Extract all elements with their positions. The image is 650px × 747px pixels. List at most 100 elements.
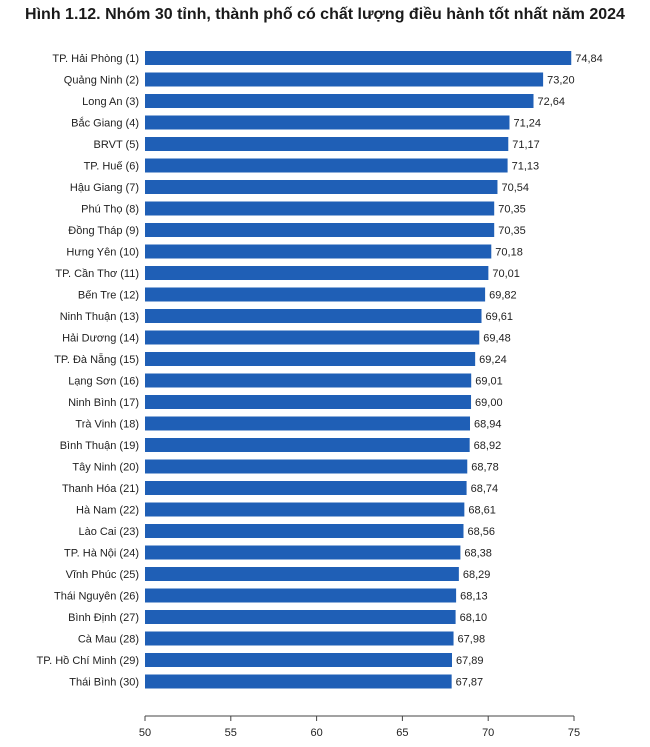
data-label: 68,94 [474,419,502,431]
bar [145,588,457,603]
category-label: TP. Hồ Chí Minh (29) [36,655,139,667]
bar [145,244,492,259]
x-tick-label: 70 [482,727,494,739]
data-label: 68,38 [464,548,492,560]
category-label: TP. Đà Nẵng (15) [54,353,139,366]
bar [145,545,461,560]
bar [145,373,472,388]
category-label: Quảng Ninh (2) [64,75,139,87]
category-label: Long An (3) [82,96,139,108]
data-label: 70,18 [495,247,523,259]
category-label: Thái Nguyên (26) [54,591,139,603]
category-label: Hưng Yên (10) [66,247,139,259]
bar [145,94,534,108]
category-label: Tây Ninh (20) [72,462,139,474]
bar [145,201,495,216]
category-label: Bình Thuận (19) [60,440,139,452]
category-label: Bến Tre (12) [78,290,139,302]
category-label: Thanh Hóa (21) [62,483,139,495]
bar [145,416,471,431]
bar [145,352,476,366]
category-label: Cà Mau (28) [78,634,139,646]
bar [145,309,482,323]
data-label: 68,78 [471,462,499,474]
category-label: Ninh Thuận (13) [60,311,139,323]
category-label: Bình Định (27) [68,612,139,624]
category-label: TP. Hải Phòng (1) [52,53,139,65]
category-label: Hải Dương (14) [62,333,139,345]
data-label: 71,24 [513,118,541,130]
category-label: Thái Bình (30) [69,677,139,689]
bar [145,287,486,302]
data-label: 71,13 [512,161,540,173]
bar [145,567,459,581]
data-label: 68,61 [468,505,496,517]
category-label: TP. Hà Nội (24) [64,548,139,560]
bar [145,653,452,667]
data-label: 67,98 [458,634,486,646]
x-tick-label: 75 [568,727,580,739]
data-label: 68,29 [463,569,491,581]
data-label: 68,74 [471,483,499,495]
data-label: 69,01 [475,376,503,388]
bar [145,158,508,173]
bar [145,524,464,538]
category-label: Đồng Tháp (9) [68,225,139,237]
bars-layer: TP. Hải Phòng (1) 74,84 Quảng Ninh (2) 73,2… [36,51,603,689]
x-tick-label: 60 [310,727,322,739]
x-axis: 50 55 60 65 70 75 [139,715,580,739]
data-label: 69,24 [479,354,507,366]
data-label: 69,61 [486,311,514,323]
bar [145,180,498,194]
chart-title: Hình 1.12. Nhóm 30 tỉnh, thành phố có ch… [25,6,625,23]
category-label: Ninh Bình (17) [68,397,139,409]
data-label: 68,13 [460,591,488,603]
data-label: 69,48 [483,333,511,345]
category-label: TP. Huế (6) [84,161,139,173]
bar [145,115,510,130]
data-label: 67,87 [456,677,484,689]
data-label: 67,89 [456,655,484,667]
bar [145,502,465,517]
bar [145,610,456,624]
data-label: 70,35 [498,225,526,237]
category-label: Vĩnh Phúc (25) [66,569,139,581]
data-label: 74,84 [575,53,603,65]
data-label: 71,17 [512,139,540,151]
bar [145,223,495,237]
category-label: Lào Cai (23) [78,526,139,538]
bar [145,137,509,151]
bar [145,266,489,280]
category-label: Hậu Giang (7) [70,182,139,194]
data-label: 70,35 [498,204,526,216]
x-tick-label: 55 [225,727,237,739]
x-tick-label: 65 [396,727,408,739]
data-label: 72,64 [538,96,566,108]
x-tick-label: 50 [139,727,151,739]
bar [145,51,572,65]
category-label: Phú Thọ (8) [81,204,139,216]
category-label: TP. Cần Thơ (11) [55,268,139,280]
bar [145,459,468,474]
bar [145,72,544,87]
category-label: Hà Nam (22) [76,505,139,517]
data-label: 73,20 [547,75,575,87]
bar [145,674,452,689]
data-label: 68,10 [460,612,488,624]
bar [145,438,470,452]
category-label: BRVT (5) [94,139,139,151]
data-label: 68,56 [467,526,495,538]
data-label: 68,92 [474,440,502,452]
data-label: 70,54 [501,182,529,194]
data-label: 69,00 [475,397,503,409]
data-label: 70,01 [492,268,520,280]
category-label: Lạng Sơn (16) [68,376,139,388]
bar [145,481,467,495]
data-label: 69,82 [489,290,517,302]
category-label: Trà Vinh (18) [75,419,139,431]
bar [145,395,472,409]
bar [145,631,454,646]
bar [145,330,480,345]
category-label: Bắc Giang (4) [71,117,139,130]
